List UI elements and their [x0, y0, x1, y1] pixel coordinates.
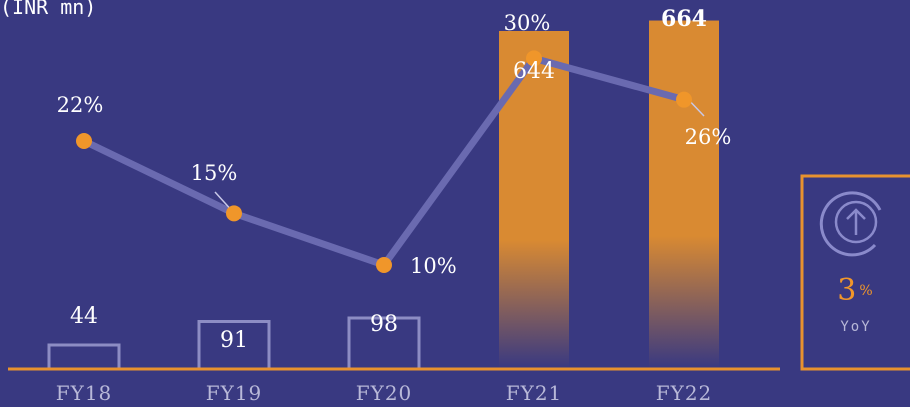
bar-fy22	[649, 20, 719, 369]
category-label-fy22: FY22	[656, 381, 713, 405]
bar-fy19	[197, 320, 271, 368]
category-label-fy21: FY21	[506, 381, 563, 405]
yoy-value: 3	[837, 273, 856, 308]
yoy-box	[800, 174, 910, 371]
growth-marker-fy18	[76, 133, 92, 149]
svg-text:3%: 3%	[837, 273, 872, 308]
percent-label-fy22: 26%	[685, 125, 732, 149]
growth-marker-fy21	[526, 50, 542, 67]
category-label-fy19: FY19	[206, 381, 263, 405]
bar-fy20	[347, 316, 421, 368]
bar-value-label-fy22: 664	[661, 6, 707, 32]
percent-label-fy20: 10%	[410, 254, 457, 278]
bar-value-label-fy19: 91	[220, 328, 248, 353]
percent-label-fy21: 30%	[504, 11, 551, 35]
percent-label-fy19: 15%	[191, 161, 238, 185]
yoy-label: YoY	[840, 319, 871, 335]
bar-value-label-fy18: 44	[70, 304, 98, 329]
growth-marker-fy19	[226, 205, 242, 222]
growth-line	[80, 54, 688, 269]
category-label-fy20: FY20	[356, 381, 413, 405]
arrow-up-circle-icon	[819, 191, 882, 257]
unit-label: (INR mn)	[0, 0, 96, 19]
bar-value-label-fy20: 98	[370, 312, 398, 337]
bar-fy18	[47, 343, 121, 368]
percent-label-fy18: 22%	[57, 93, 104, 117]
yoy-suffix: %	[859, 283, 872, 299]
bar-value-label-fy21: 644	[513, 59, 555, 84]
growth-marker-fy20	[376, 257, 392, 273]
category-label-fy18: FY18	[56, 381, 113, 405]
growth-marker-fy22	[676, 91, 692, 108]
